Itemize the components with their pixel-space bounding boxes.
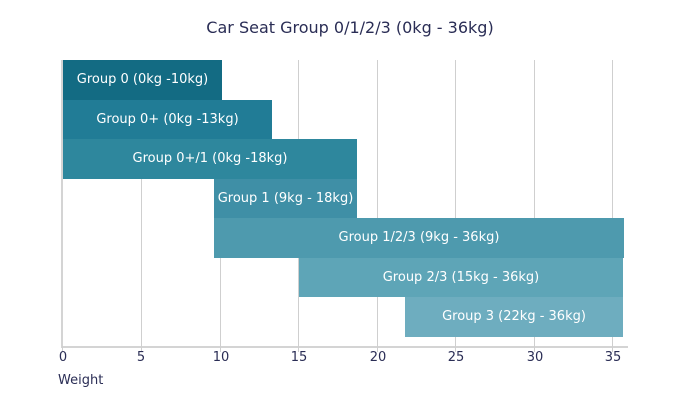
gridline bbox=[377, 60, 378, 346]
bar-group-3[interactable]: Group 3 (22kg - 36kg) bbox=[405, 297, 623, 337]
gridline bbox=[534, 60, 535, 346]
gridline bbox=[455, 60, 456, 346]
chart-title: Car Seat Group 0/1/2/3 (0kg - 36kg) bbox=[206, 18, 494, 37]
gridline bbox=[141, 60, 142, 346]
tick-mark bbox=[141, 346, 142, 352]
x-tick-label: 20 bbox=[369, 350, 387, 365]
x-tick-label: 5 bbox=[136, 350, 146, 365]
x-tick-label: 15 bbox=[290, 350, 308, 365]
bar-group-0[interactable]: Group 0 (0kg -10kg) bbox=[63, 60, 222, 100]
tick-mark bbox=[62, 346, 63, 352]
y-axis-line bbox=[61, 60, 63, 348]
x-tick-label: 30 bbox=[526, 350, 544, 365]
bar-group-1-2-3[interactable]: Group 1/2/3 (9kg - 36kg) bbox=[214, 218, 624, 258]
x-axis-title: Weight bbox=[58, 373, 104, 388]
gridline bbox=[612, 60, 613, 346]
x-tick-label: 25 bbox=[447, 350, 465, 365]
bar-group-0-plus-1[interactable]: Group 0+/1 (0kg -18kg) bbox=[63, 139, 357, 179]
tick-mark bbox=[534, 346, 535, 352]
bar-group-2-3[interactable]: Group 2/3 (15kg - 36kg) bbox=[299, 257, 623, 297]
tick-mark bbox=[220, 346, 221, 352]
tick-mark bbox=[455, 346, 456, 352]
x-tick-label: 35 bbox=[604, 350, 622, 365]
tick-mark bbox=[298, 346, 299, 352]
tick-mark bbox=[377, 346, 378, 352]
x-tick-label: 0 bbox=[58, 350, 68, 365]
bar-group-0-plus[interactable]: Group 0+ (0kg -13kg) bbox=[63, 99, 272, 139]
bar-group-1[interactable]: Group 1 (9kg - 18kg) bbox=[214, 178, 357, 218]
x-tick-label: 10 bbox=[212, 350, 230, 365]
tick-mark bbox=[612, 346, 613, 352]
x-axis-line bbox=[62, 346, 628, 348]
